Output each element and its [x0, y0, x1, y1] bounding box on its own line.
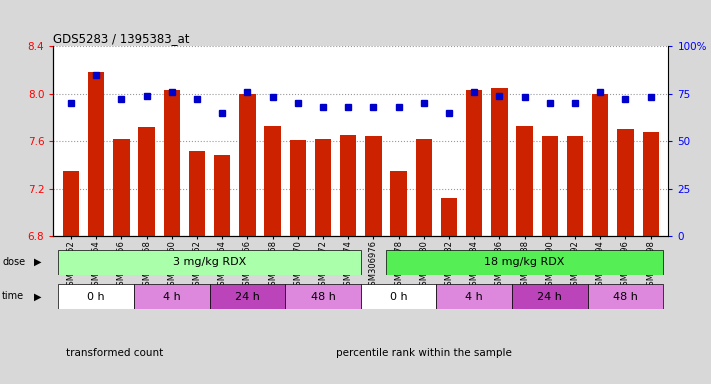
Bar [416, 139, 432, 236]
Bar [63, 171, 79, 236]
Text: 4 h: 4 h [163, 291, 181, 302]
Bar [58, 250, 360, 275]
Text: transformed count: transformed count [66, 348, 164, 358]
Bar [315, 139, 331, 236]
Text: 4 h: 4 h [466, 291, 483, 302]
Bar [58, 284, 134, 309]
Bar [643, 132, 659, 236]
Bar [466, 90, 483, 236]
Bar [567, 136, 583, 236]
Bar [588, 284, 663, 309]
Bar [239, 94, 255, 236]
Bar [340, 135, 356, 236]
Bar [164, 90, 180, 236]
Text: 24 h: 24 h [235, 291, 260, 302]
Text: dose: dose [2, 257, 26, 267]
Bar [189, 151, 205, 236]
Text: GDS5283 / 1395383_at: GDS5283 / 1395383_at [53, 32, 190, 45]
Bar [285, 284, 360, 309]
Bar [386, 250, 663, 275]
Text: 18 mg/kg RDX: 18 mg/kg RDX [484, 257, 565, 267]
Text: ▶: ▶ [34, 291, 42, 301]
Bar [491, 88, 508, 236]
Text: 24 h: 24 h [538, 291, 562, 302]
Bar [390, 171, 407, 236]
Bar [512, 284, 588, 309]
Bar [134, 284, 210, 309]
Bar [542, 136, 558, 236]
Text: time: time [2, 291, 24, 301]
Bar [210, 284, 285, 309]
Bar [516, 126, 533, 236]
Bar [617, 129, 634, 236]
Text: 48 h: 48 h [613, 291, 638, 302]
Bar [113, 139, 129, 236]
Bar [360, 284, 437, 309]
Text: ▶: ▶ [34, 257, 42, 267]
Bar [365, 136, 382, 236]
Bar [88, 72, 105, 236]
Text: 3 mg/kg RDX: 3 mg/kg RDX [173, 257, 246, 267]
Text: percentile rank within the sample: percentile rank within the sample [336, 348, 512, 358]
Text: 0 h: 0 h [390, 291, 407, 302]
Text: 48 h: 48 h [311, 291, 336, 302]
Bar [289, 140, 306, 236]
Text: 0 h: 0 h [87, 291, 105, 302]
Bar [437, 284, 512, 309]
Bar [592, 94, 609, 236]
Bar [441, 198, 457, 236]
Bar [264, 126, 281, 236]
Bar [139, 127, 155, 236]
Bar [214, 156, 230, 236]
